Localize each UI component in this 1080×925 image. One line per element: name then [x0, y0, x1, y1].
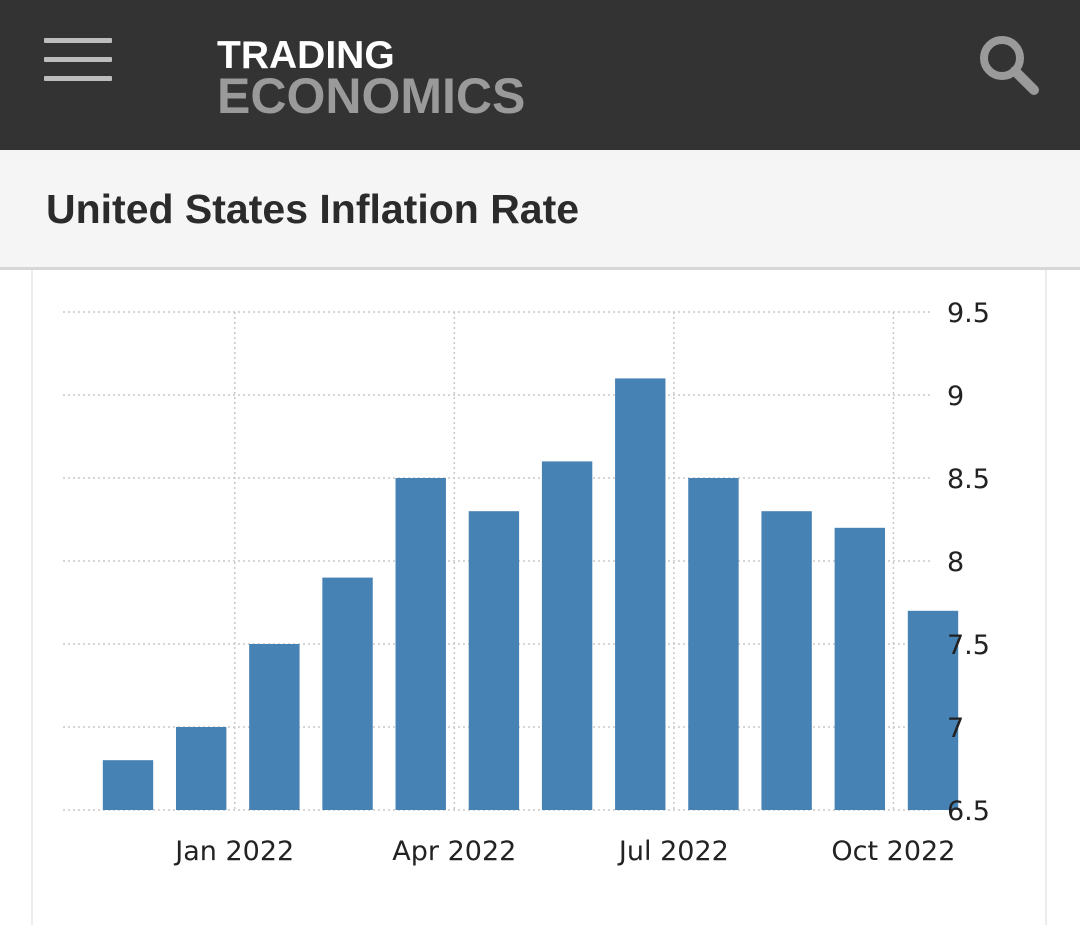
- bar-mar-2022[interactable]: [395, 478, 446, 810]
- y-tick-label: 6.5: [947, 796, 990, 827]
- page-title: United States Inflation Rate: [46, 186, 580, 232]
- hamburger-menu-icon[interactable]: [44, 38, 112, 82]
- bar-aug-2022[interactable]: [761, 511, 812, 810]
- x-tick-label: Jul 2022: [617, 836, 729, 867]
- bar-apr-2022[interactable]: [468, 511, 520, 810]
- search-icon[interactable]: [978, 34, 1040, 96]
- bar-feb-2022[interactable]: [322, 577, 373, 810]
- y-tick-label: 8.5: [947, 464, 990, 495]
- bar-oct-2022[interactable]: [907, 610, 959, 810]
- chart-card: 9.5 9 8.5 8 7.5 7 6.5 Jan 2022 Apr 2022 Jul 2022…: [31, 270, 1047, 925]
- bar-jun-2022[interactable]: [615, 378, 666, 810]
- x-axis-labels: Jan 2022 Apr 2022 Jul 2022 Oct 2022: [173, 836, 955, 867]
- y-tick-label: 8: [947, 547, 964, 578]
- brand-logo[interactable]: TRADING ECONOMICS: [217, 36, 525, 121]
- bar-jul-2022[interactable]: [688, 478, 739, 810]
- bar-sep-2022[interactable]: [834, 527, 886, 810]
- y-axis-labels: 9.5 9 8.5 8 7.5 7 6.5: [947, 298, 990, 827]
- x-tick-label: Oct 2022: [831, 836, 955, 867]
- top-navigation-bar: TRADING ECONOMICS: [0, 0, 1080, 150]
- x-tick-label: Apr 2022: [392, 836, 516, 867]
- y-tick-label: 9: [947, 381, 964, 412]
- bar-jan-2022[interactable]: [249, 644, 300, 810]
- brand-logo-line2: ECONOMICS: [217, 68, 526, 124]
- title-bar: United States Inflation Rate: [0, 150, 1080, 270]
- y-tick-label: 7: [947, 713, 964, 744]
- y-tick-label: 7.5: [947, 630, 990, 661]
- brand-logo-line1: TRADING: [217, 34, 395, 77]
- inflation-bar-chart[interactable]: 9.5 9 8.5 8 7.5 7 6.5 Jan 2022 Apr 2022 Jul 2022…: [33, 270, 1045, 925]
- bar-may-2022[interactable]: [541, 461, 593, 810]
- bar-nov-2021[interactable]: [102, 760, 154, 810]
- y-tick-label: 9.5: [947, 298, 990, 329]
- bar-dec-2021[interactable]: [175, 727, 227, 810]
- bars-layer: [102, 378, 959, 810]
- x-tick-label: Jan 2022: [173, 836, 294, 867]
